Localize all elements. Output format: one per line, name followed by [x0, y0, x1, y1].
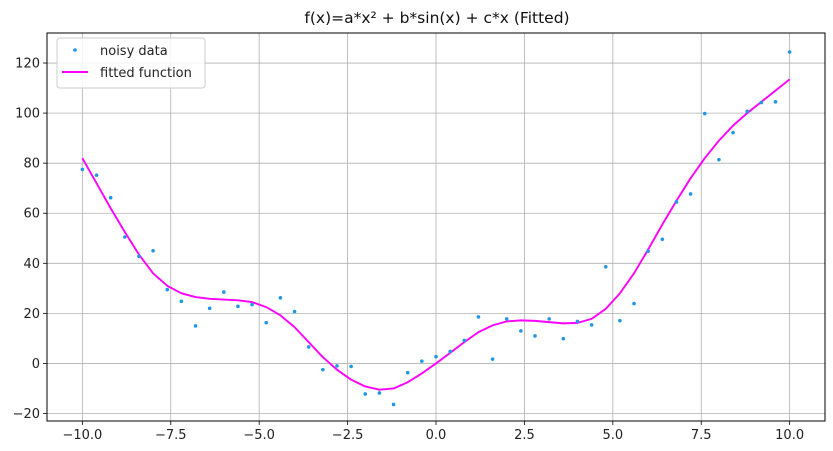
x-tick-label: −10.0	[62, 428, 102, 443]
legend-box	[56, 37, 206, 89]
noisy-data-point	[603, 265, 608, 269]
noisy-data-point	[504, 317, 509, 321]
noisy-data-point	[292, 309, 297, 314]
noisy-data-point	[405, 370, 410, 375]
noisy-data-point	[165, 287, 170, 292]
x-tick-label: 5.0	[602, 428, 623, 443]
noisy-data-point	[321, 367, 325, 372]
noisy-data-point	[476, 315, 481, 319]
noisy-data-point	[462, 338, 467, 343]
y-tick-label: 0	[32, 357, 40, 372]
noisy-data-point	[94, 173, 99, 177]
y-tick-label: 100	[15, 107, 40, 122]
legend-label-noisy-data: noisy data	[100, 44, 168, 59]
noisy-data-point	[80, 167, 85, 172]
noisy-data-point	[575, 319, 580, 324]
fitted-function-line	[81, 78, 791, 391]
noisy-data-point	[377, 391, 382, 395]
x-tick-label: 2.5	[514, 428, 535, 443]
noisy-data-point	[448, 349, 452, 354]
y-tick-label: 60	[23, 207, 40, 222]
y-tick-label: 20	[23, 307, 40, 322]
noisy-data-point	[236, 304, 240, 309]
chart-title: f(x)=a*x² + b*sin(x) + c*x (Fitted)	[304, 9, 569, 27]
y-tick-label: 40	[23, 257, 40, 272]
y-tick-label: 80	[23, 157, 40, 172]
noisy-data-point	[222, 290, 226, 294]
noisy-data-point	[250, 302, 254, 307]
x-tick-label: 7.5	[691, 428, 712, 443]
noisy-data-point	[264, 320, 269, 325]
legend-scatter-marker	[73, 48, 77, 52]
noisy-data-point	[123, 235, 127, 239]
noisy-data-point	[349, 364, 353, 369]
noisy-data-point	[745, 109, 749, 114]
noisy-data-point	[137, 254, 141, 259]
noisy-data-point	[335, 364, 339, 368]
plot-data	[80, 50, 792, 407]
noisy-data-point	[660, 237, 665, 242]
noisy-data-point	[519, 329, 523, 333]
noisy-data-point	[702, 111, 707, 116]
noisy-data-point	[632, 301, 636, 306]
noisy-data-point	[787, 50, 792, 54]
x-tick-label: −5.0	[243, 428, 275, 443]
y-tick-label: 120	[15, 57, 40, 72]
noisy-data-point	[306, 345, 311, 349]
x-tick-label: 10.0	[775, 428, 804, 443]
legend: noisy data fitted function	[56, 37, 206, 89]
noisy-data-point	[759, 100, 764, 105]
y-axis: −20 0 20 40 60 80 100 120	[13, 57, 47, 422]
x-tick-label: −7.5	[155, 428, 187, 443]
noisy-data-point	[731, 130, 735, 135]
noisy-data-point	[773, 100, 778, 104]
legend-label-fitted-function: fitted function	[100, 66, 192, 81]
noisy-data-point	[420, 359, 424, 363]
noisy-data-point	[151, 248, 155, 253]
noisy-data-point	[688, 192, 693, 196]
noisy-data-point	[547, 317, 551, 321]
noisy-data-point	[589, 323, 594, 327]
x-tick-label: 0.0	[426, 428, 447, 443]
x-axis: −10.0 −7.5 −5.0 −2.5 0.0 2.5 5.0 7.5 10.0	[62, 421, 804, 443]
noisy-data-point	[618, 318, 622, 323]
noisy-data-point	[674, 200, 679, 204]
noisy-data-point	[363, 392, 368, 396]
noisy-data-point	[646, 249, 650, 254]
y-tick-label: −20	[13, 407, 40, 422]
noisy-data-point	[179, 299, 184, 304]
noisy-data-point	[108, 195, 113, 200]
noisy-data-point	[717, 157, 721, 162]
x-tick-label: −2.5	[332, 428, 364, 443]
noisy-data-point	[561, 336, 566, 341]
noisy-data-point	[490, 357, 495, 361]
noisy-data-point	[207, 306, 212, 311]
noisy-data-point	[533, 334, 537, 338]
noisy-data-point	[434, 354, 438, 359]
noisy-data-point	[278, 296, 283, 300]
noisy-data-point	[391, 402, 396, 407]
noisy-data-point	[193, 324, 198, 328]
